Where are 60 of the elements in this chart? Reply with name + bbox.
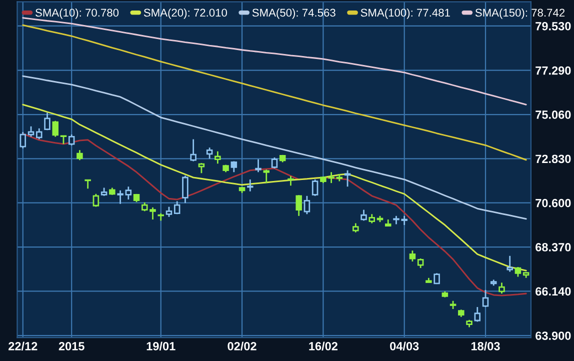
candlestick <box>506 255 513 272</box>
x-tick-label: 04/03 <box>390 342 419 350</box>
line-series <box>22 17 527 106</box>
candlestick <box>20 131 26 150</box>
candlestick <box>263 168 270 184</box>
candlestick <box>166 206 172 218</box>
candlestick <box>198 162 205 174</box>
candlestick <box>474 306 481 322</box>
candlestick <box>247 178 254 192</box>
y-tick-label: 63.900 <box>536 332 571 340</box>
candlestick <box>360 209 367 222</box>
candlestick <box>255 158 262 173</box>
x-tick-label: 2015 <box>58 342 84 350</box>
legend-label: SMA(20): 72.010 <box>144 8 227 19</box>
candlestick <box>117 190 124 205</box>
line-series <box>22 75 527 220</box>
candlestick <box>44 112 50 131</box>
candlestick <box>409 250 416 262</box>
legend-label: SMA(150): 78.742 <box>475 8 565 19</box>
candlestick <box>68 134 75 146</box>
x-tick-label: 19/01 <box>146 342 176 350</box>
x-tick-label: 22/12 <box>8 342 38 350</box>
y-tick-label: 66.140 <box>536 287 571 296</box>
candlestick <box>344 170 351 188</box>
candlestick <box>304 195 310 215</box>
line-series <box>22 24 527 161</box>
y-tick-label: 70.600 <box>536 198 571 208</box>
candlestick <box>190 138 196 162</box>
candlestick <box>84 179 91 190</box>
candlestick <box>125 186 132 200</box>
y-tick-label: 72.830 <box>536 154 571 164</box>
y-tick-label: 77.290 <box>536 66 571 75</box>
x-tick-label: 16/02 <box>309 342 338 350</box>
candlestick <box>296 194 302 217</box>
candlestick <box>514 266 522 278</box>
candlestick <box>28 126 34 138</box>
candlestick <box>36 128 42 140</box>
candlestick <box>288 175 294 186</box>
candlestick <box>271 156 278 170</box>
x-tick-label: 02/02 <box>228 342 256 350</box>
candlestick <box>312 178 318 197</box>
y-tick-label: 68.370 <box>536 243 571 252</box>
candlestick <box>52 120 58 138</box>
y-tick-label: 79.530 <box>536 22 571 30</box>
candlestick <box>352 222 359 234</box>
candlestick <box>92 193 100 208</box>
candlestick <box>174 200 180 215</box>
legend-label: SMA(100): 77.481 <box>360 8 450 19</box>
candlestick <box>482 289 489 308</box>
x-tick-label: 18/03 <box>471 342 500 350</box>
legend-label: SMA(10): 70.780 <box>36 8 119 19</box>
candlestick <box>214 150 221 164</box>
candlestick <box>182 175 188 204</box>
candlestick <box>206 146 213 160</box>
legend-label: SMA(50): 74.563 <box>252 8 336 19</box>
candlestick <box>368 213 376 224</box>
candlestick <box>76 149 83 161</box>
y-tick-label: 75.060 <box>536 110 571 119</box>
candlestick <box>498 282 505 294</box>
candlestick <box>417 258 424 269</box>
